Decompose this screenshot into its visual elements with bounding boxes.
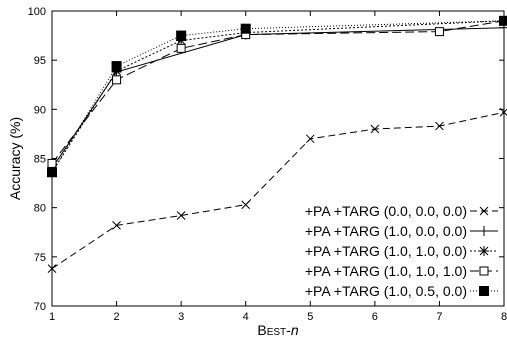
y-tick-label: 75 (34, 252, 46, 264)
x-tick-label: 1 (49, 311, 55, 323)
series-line (51, 20, 505, 173)
series-2 (47, 22, 507, 174)
data-point-filled-square (47, 167, 57, 178)
legend-label: +PA +TARG (1.0, 1.0, 0.0) (305, 243, 467, 259)
axis-ticks: 1 2 3 4 5 6 7 8 70 75 80 85 90 95 100 (28, 6, 507, 323)
plot-frame (51, 10, 505, 307)
legend-label: +PA +TARG (1.0, 0.0, 0.0) (305, 223, 467, 239)
data-point-filled-square (479, 286, 489, 296)
legend: +PA +TARG (0.0, 0.0, 0.0) +PA +TARG (1.0,… (305, 203, 498, 299)
legend-label: +PA +TARG (0.0, 0.0, 0.0) (305, 203, 467, 219)
data-point-x (370, 124, 380, 134)
series-line (51, 27, 505, 169)
legend-entry: +PA +TARG (0.0, 0.0, 0.0) (305, 203, 498, 219)
legend-entry: +PA +TARG (1.0, 1.0, 1.0) (305, 263, 498, 279)
y-tick-label: 85 (34, 154, 46, 166)
y-tick-label: 90 (34, 104, 46, 116)
data-point-open-square (479, 266, 489, 276)
x-tick-label: 3 (178, 311, 184, 323)
data-point-filled-square (240, 23, 251, 34)
x-axis-label: BEST-n (257, 322, 298, 338)
y-tick-label: 70 (34, 301, 46, 313)
y-tick-label: 100 (28, 6, 46, 18)
series-3 (47, 15, 507, 178)
data-point-x (241, 200, 251, 210)
legend-label: +PA +TARG (1.0, 1.0, 1.0) (305, 263, 467, 279)
x-tick-label: 2 (114, 311, 120, 323)
x-tick-label: 7 (436, 311, 442, 323)
data-point-open-square (112, 75, 122, 85)
data-point-open-square (176, 43, 186, 53)
plot-border (51, 10, 505, 307)
y-axis-label: Accuracy (%) (7, 117, 23, 200)
legend-entry: +PA +TARG (1.0, 1.0, 0.0) (305, 243, 498, 259)
data-point-star (479, 246, 489, 256)
y-tick-label: 95 (34, 55, 46, 67)
series-4 (47, 16, 507, 168)
legend-entry: +PA +TARG (1.0, 0.5, 0.0) (305, 283, 498, 299)
data-point-filled-square (499, 15, 507, 26)
data-point-filled-square (111, 61, 122, 72)
series-5 (47, 15, 507, 178)
data-point-x (112, 221, 121, 230)
x-tick-label: 4 (243, 311, 249, 323)
data-point-x (176, 211, 186, 220)
x-tick-label: 5 (307, 311, 313, 323)
legend-label: +PA +TARG (1.0, 0.5, 0.0) (305, 283, 467, 299)
data-point-filled-square (176, 30, 187, 41)
x-tick-label: 6 (372, 311, 378, 323)
data-point-plus (479, 226, 489, 236)
data-point-x (479, 206, 489, 216)
series-line (51, 20, 505, 164)
data-point-open-square (434, 27, 444, 37)
data-point-open-square (47, 158, 57, 168)
data-point-x (435, 121, 444, 131)
series-lines (47, 15, 507, 273)
series-line (51, 111, 505, 270)
legend-entry: +PA +TARG (1.0, 0.0, 0.0) (305, 223, 498, 239)
data-point-x (47, 264, 57, 273)
x-tick-label: 8 (501, 311, 507, 323)
data-point-x (305, 134, 315, 144)
y-tick-label: 80 (34, 203, 46, 215)
series-line (51, 20, 505, 173)
